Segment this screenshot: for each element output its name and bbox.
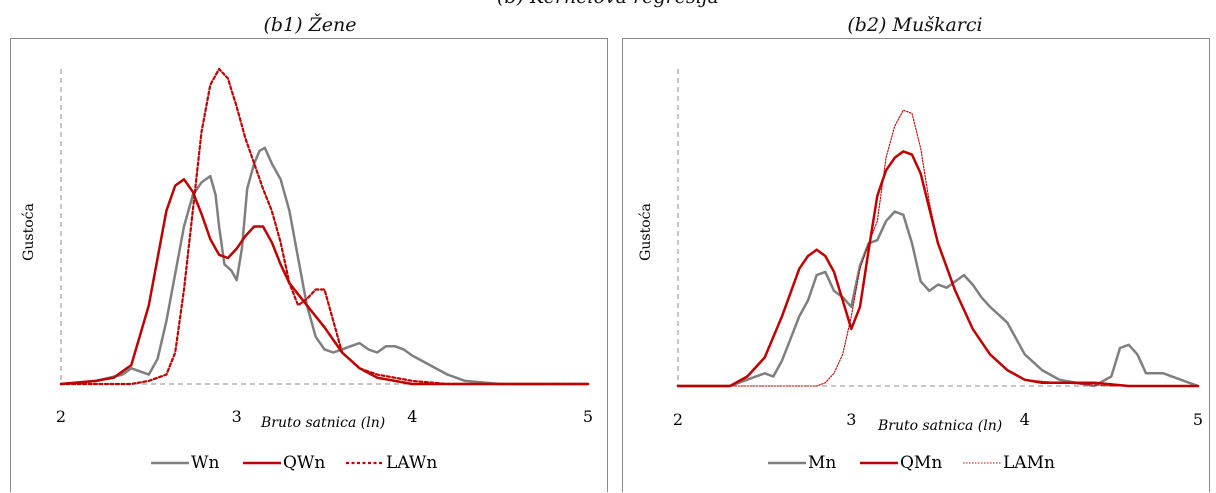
chart-frame-women: Gustoća 2 3 4 5 Bruto satnica (ln) Wn QWn LAWn	[10, 38, 608, 492]
x-tick-label: 4	[1020, 410, 1030, 429]
legend-label-wn: Wn	[191, 453, 219, 473]
chart-frame-men: Gustoća 2 3 4 5 Bruto satnica (ln) Mn QMn LAMn	[622, 38, 1210, 492]
panel-title-women: (b1) Žene	[263, 14, 357, 36]
legend-label-qwn: QWn	[283, 453, 325, 473]
series-line-wn	[59, 146, 590, 386]
x-tick-label: 3	[846, 410, 856, 429]
density-chart-women: Gustoća 2 3 4 5 Bruto satnica (ln) Wn QWn LAWn	[21, 67, 593, 473]
x-tick-label: 5	[1193, 410, 1203, 429]
legend-label-mn: Mn	[808, 453, 836, 473]
y-axis-label: Gustoća	[638, 203, 654, 261]
panel-title-men: (b2) Muškarci	[847, 14, 983, 36]
x-tick-label: 3	[232, 407, 242, 426]
x-tick-label: 2	[56, 407, 66, 426]
series-line-lawn	[59, 67, 590, 386]
x-tick-label: 5	[583, 407, 593, 426]
legend-label-lawn: LAWn	[386, 453, 437, 473]
x-tick-label: 2	[673, 410, 683, 429]
y-axis-label: Gustoća	[21, 203, 37, 261]
x-tick-label: 4	[407, 407, 417, 426]
series-line-qwn	[59, 178, 590, 386]
series-line-mn	[676, 210, 1200, 388]
legend-label-qmn: QMn	[900, 453, 942, 473]
legend-label-lamn: LAMn	[1003, 453, 1055, 473]
figure-title: (b) Kernelova regresija	[0, 0, 1216, 8]
series-line-lamn	[677, 109, 1199, 387]
density-chart-men: Gustoća 2 3 4 5 Bruto satnica (ln) Mn QMn LAMn	[638, 69, 1203, 473]
x-axis-label: Bruto satnica (ln)	[877, 418, 1002, 434]
x-axis-label: Bruto satnica (ln)	[260, 415, 385, 431]
